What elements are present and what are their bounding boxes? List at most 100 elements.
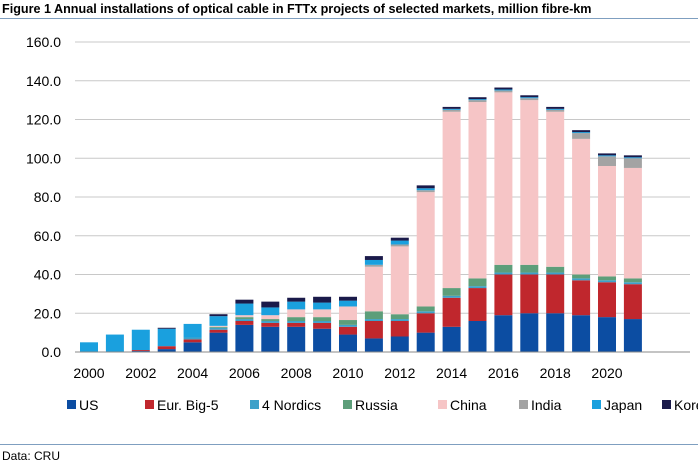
bar-segment [520,100,539,265]
x-tick-label: 2006 [229,365,260,381]
legend-label: Russia [355,397,398,413]
y-tick-label: 120.0 [26,112,61,128]
bar-segment [416,185,435,189]
bar-segment [623,278,642,283]
bar-segment [209,329,228,333]
legend-swatch [592,400,601,409]
bar-segment [313,322,332,329]
bar-segment [364,311,383,320]
bar-segment [416,311,435,314]
x-tick-label: 2010 [332,365,363,381]
bar-segment [261,321,280,323]
bar-segment [468,99,487,101]
bar-segment [468,288,487,321]
y-tick-label: 60.0 [34,228,61,244]
bar-segment [390,246,409,315]
bar-segment [442,108,461,110]
x-tick-label: 2000 [73,365,104,381]
bar-segment [442,297,461,327]
bar-segment [390,314,409,320]
bar-segment [287,309,306,318]
bar-segment [339,306,357,321]
bar-segment [494,90,513,93]
bar-segment [131,329,150,351]
legend-swatch [250,400,259,409]
bar-segment [235,303,254,316]
bar-segment [157,346,176,350]
bar-segment [623,167,642,279]
bar-segment [572,132,591,134]
source-note: Data: CRU [2,449,61,463]
bar-segment [494,87,513,90]
source-rule [0,444,698,445]
bar-segment [623,319,642,352]
bar-segment [623,282,642,285]
bar-segment [157,349,176,352]
legend-label: Eur. Big-5 [157,397,219,413]
legend-swatch [67,400,76,409]
bar-segment [494,315,513,352]
bar-segment [520,97,539,99]
x-tick-label: 2012 [384,365,415,381]
y-tick-label: 0.0 [42,344,62,360]
bar-segment [209,326,228,328]
bar-segment [313,317,332,321]
x-tick-label: 2014 [436,365,467,381]
x-tick-label: 2016 [488,365,519,381]
y-axis-ticks: 0.0 20.0 40.0 60.0 80.0 100.0 120.0 140.0 160.0 [26,34,61,360]
bar-segment [364,319,383,321]
bar-segment [468,97,487,100]
legend-label: Korea [674,397,698,413]
bar-segment [442,326,461,352]
bar-segment [364,256,383,260]
bar-segment [261,326,280,352]
bar-segment [598,282,616,318]
y-tick-label: 140.0 [26,73,61,89]
bar-segment [468,286,487,289]
bar-segment [313,328,332,352]
bar-segment [572,274,591,279]
bar-segment [364,266,383,312]
bar-segment [313,309,332,318]
figure-title: Figure 1 Annual installations of optical… [2,2,592,16]
bar-segment [209,325,228,327]
bars [80,87,642,352]
bar-segment [520,274,539,314]
bar-segment [468,321,487,352]
bar-segment [546,109,565,112]
bar-segment [261,322,280,327]
bar-segment [339,334,357,352]
bar-segment [416,332,435,352]
x-tick-label: 2004 [177,365,208,381]
legend-swatch [145,400,154,409]
bar-segment [520,98,539,101]
bar-segment [416,188,435,191]
y-tick-label: 160.0 [26,34,61,50]
bar-segment [520,95,539,98]
bar-segment [339,320,357,325]
bar-segment [416,306,435,312]
bar-segment [623,284,642,320]
y-tick-label: 80.0 [34,189,61,205]
bar-segment [572,138,591,275]
legend-label: Japan [604,397,642,413]
legend: US Eur. Big-5 4 Nordics Russia China India Jap… [67,397,698,413]
bar-segment [442,106,461,109]
bar-segment [313,302,332,310]
bar-segment [390,336,409,352]
bar-segment [183,337,202,340]
bar-segment [287,321,306,323]
x-tick-label: 2018 [540,365,571,381]
bar-segment [157,328,176,347]
bar-segment [235,319,254,321]
bar-segment [235,324,254,352]
bar-segment [442,295,461,298]
bar-segment [209,327,228,330]
bar-segment [442,288,461,296]
bar-segment [157,327,176,329]
bar-segment [261,307,280,316]
legend-label: US [79,397,98,413]
legend-swatch [438,400,447,409]
bar-segment [364,321,383,339]
bar-segment [416,192,435,307]
